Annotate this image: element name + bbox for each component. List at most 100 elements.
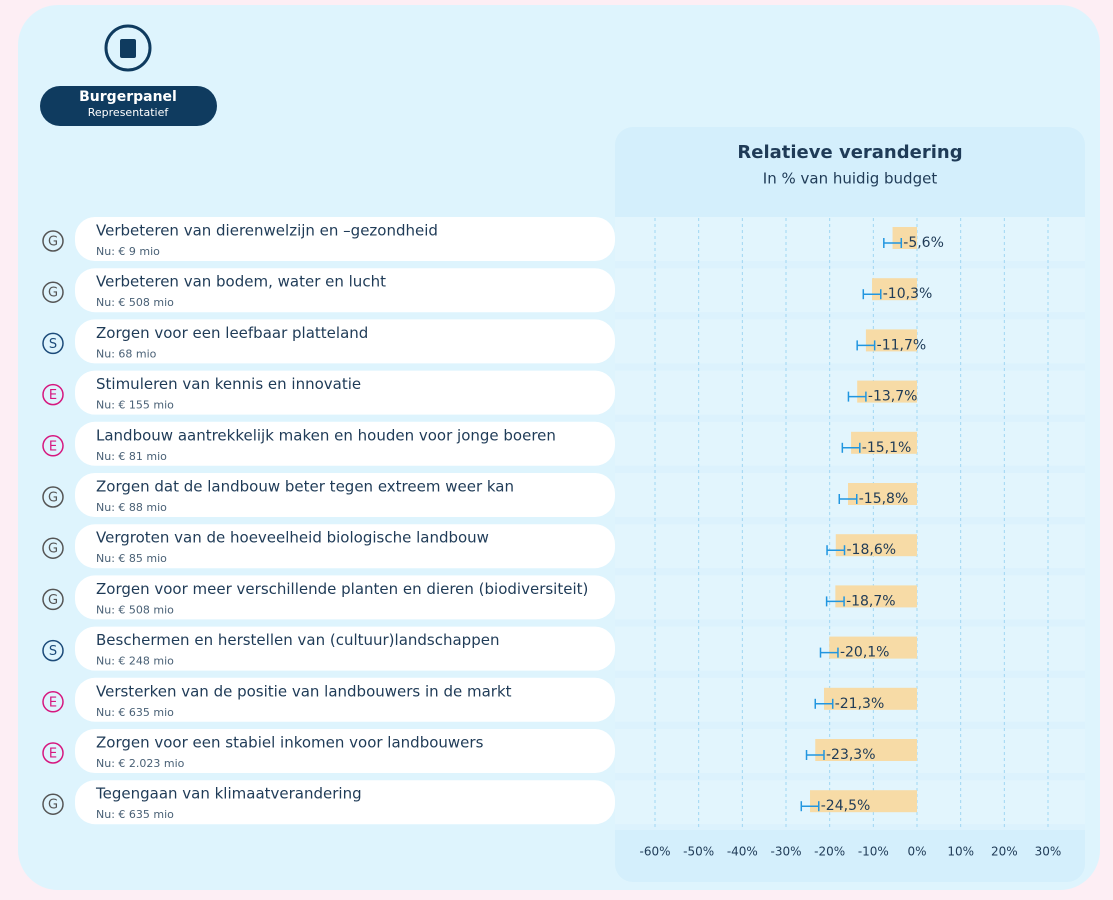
row-band <box>75 575 615 620</box>
error-bar <box>862 289 882 300</box>
bar <box>835 534 917 557</box>
category-sublabel: Nu: € 635 mio <box>96 706 174 719</box>
category-sublabel: Nu: € 248 mio <box>96 655 174 668</box>
x-tick-label: -40% <box>727 845 758 859</box>
category-sublabel: Nu: € 88 mio <box>96 501 167 514</box>
bar <box>823 687 917 710</box>
row-band <box>75 729 615 773</box>
group-icon <box>42 230 64 252</box>
logo-icon <box>120 39 136 58</box>
category-label: Zorgen voor een stabiel inkomen voor lan… <box>96 734 484 752</box>
row-stripe <box>615 217 1085 261</box>
group-letter: E <box>49 695 57 710</box>
x-tick-label: 10% <box>947 845 974 859</box>
group-letter: G <box>48 542 58 557</box>
x-tick-label: 20% <box>991 845 1018 859</box>
row-band <box>75 421 615 466</box>
value-label: -20,1% <box>840 645 890 661</box>
group-icon <box>42 383 64 406</box>
bar <box>810 790 917 813</box>
x-tick-label: -20% <box>814 845 845 859</box>
category-sublabel: Nu: € 2.023 mio <box>96 757 185 770</box>
logo <box>104 24 152 72</box>
group-letter: E <box>49 747 57 762</box>
value-label: -18,7% <box>846 593 896 609</box>
group-icon <box>42 537 64 559</box>
error-bar <box>819 647 839 658</box>
group-icon <box>42 691 64 713</box>
badge-subtitle: Representatief <box>88 106 170 119</box>
bar <box>848 483 917 505</box>
group-icon <box>42 588 64 611</box>
row-band <box>75 524 615 569</box>
value-label: -11,7% <box>877 337 927 353</box>
row-stripe <box>615 370 1085 415</box>
value-label: -24,5% <box>821 798 871 814</box>
bar <box>872 278 917 301</box>
category-label: Zorgen dat de landbouw beter tegen extre… <box>96 478 514 496</box>
error-bar <box>814 698 834 709</box>
group-letter: E <box>49 439 57 454</box>
category-label: Verbeteren van dierenwelzijn en –gezondh… <box>96 222 438 240</box>
row-band <box>75 370 615 415</box>
bar <box>851 431 917 454</box>
category-label: Zorgen voor een leefbaar platteland <box>96 324 368 342</box>
group-letter: G <box>48 593 58 608</box>
group-letter: G <box>48 491 58 506</box>
row-band <box>75 677 615 722</box>
value-label: -10,3% <box>883 286 933 302</box>
category-label: Vergroten van de hoeveelheid biologische… <box>96 529 489 547</box>
category-label: Zorgen voor meer verschillende planten e… <box>96 580 588 598</box>
error-bar <box>826 545 846 556</box>
error-bar <box>847 391 867 402</box>
error-bar <box>856 340 876 351</box>
group-letter: E <box>49 388 57 403</box>
group-letter: G <box>48 235 58 250</box>
category-sublabel: Nu: € 508 mio <box>96 603 174 616</box>
category-sublabel: Nu: € 508 mio <box>96 296 174 309</box>
bar <box>857 380 917 403</box>
group-icon <box>42 281 64 303</box>
row-stripe <box>615 421 1085 466</box>
category-sublabel: Nu: € 85 mio <box>96 552 167 565</box>
group-letter: S <box>49 644 57 659</box>
group-letter: G <box>48 798 58 813</box>
category-sublabel: Nu: € 155 mio <box>96 399 174 412</box>
x-tick-label: -30% <box>770 845 801 859</box>
error-bar <box>841 442 861 453</box>
category-sublabel: Nu: € 81 mio <box>96 450 167 463</box>
group-letter: S <box>49 337 57 352</box>
group-icon <box>42 793 64 815</box>
row-band <box>75 473 615 517</box>
row-stripe <box>615 268 1085 313</box>
error-bar <box>805 750 825 760</box>
value-label: -21,3% <box>835 696 885 712</box>
category-label: Beschermen en herstellen van (cultuur)la… <box>96 631 499 649</box>
x-tick-label: 30% <box>1035 845 1062 859</box>
bar <box>835 585 917 608</box>
x-tick-label: -10% <box>858 845 889 859</box>
value-label: -13,7% <box>868 389 918 405</box>
row-band <box>75 780 615 825</box>
category-sublabel: Nu: € 635 mio <box>96 808 174 821</box>
chart-subtitle: In % van huidig budget <box>763 170 938 188</box>
value-label: -18,6% <box>847 542 897 558</box>
category-label: Landbouw aantrekkelijk maken en houden v… <box>96 426 556 444</box>
x-tick-label: -60% <box>639 845 670 859</box>
group-letter: G <box>48 286 58 301</box>
row-band <box>75 217 615 261</box>
category-sublabel: Nu: 68 mio <box>96 347 157 360</box>
category-sublabel: Nu: € 9 mio <box>96 245 160 258</box>
value-label: -5,6% <box>903 235 944 251</box>
chart-title: Relatieve verandering <box>737 142 962 163</box>
value-label: -23,3% <box>826 747 876 763</box>
error-bar <box>800 801 820 812</box>
row-band <box>75 319 615 364</box>
bar <box>829 636 917 659</box>
error-bar <box>838 494 858 504</box>
group-icon <box>42 332 64 355</box>
error-bar <box>825 596 845 607</box>
error-bar <box>883 238 903 248</box>
category-label: Versterken van de positie van landbouwer… <box>96 682 512 700</box>
